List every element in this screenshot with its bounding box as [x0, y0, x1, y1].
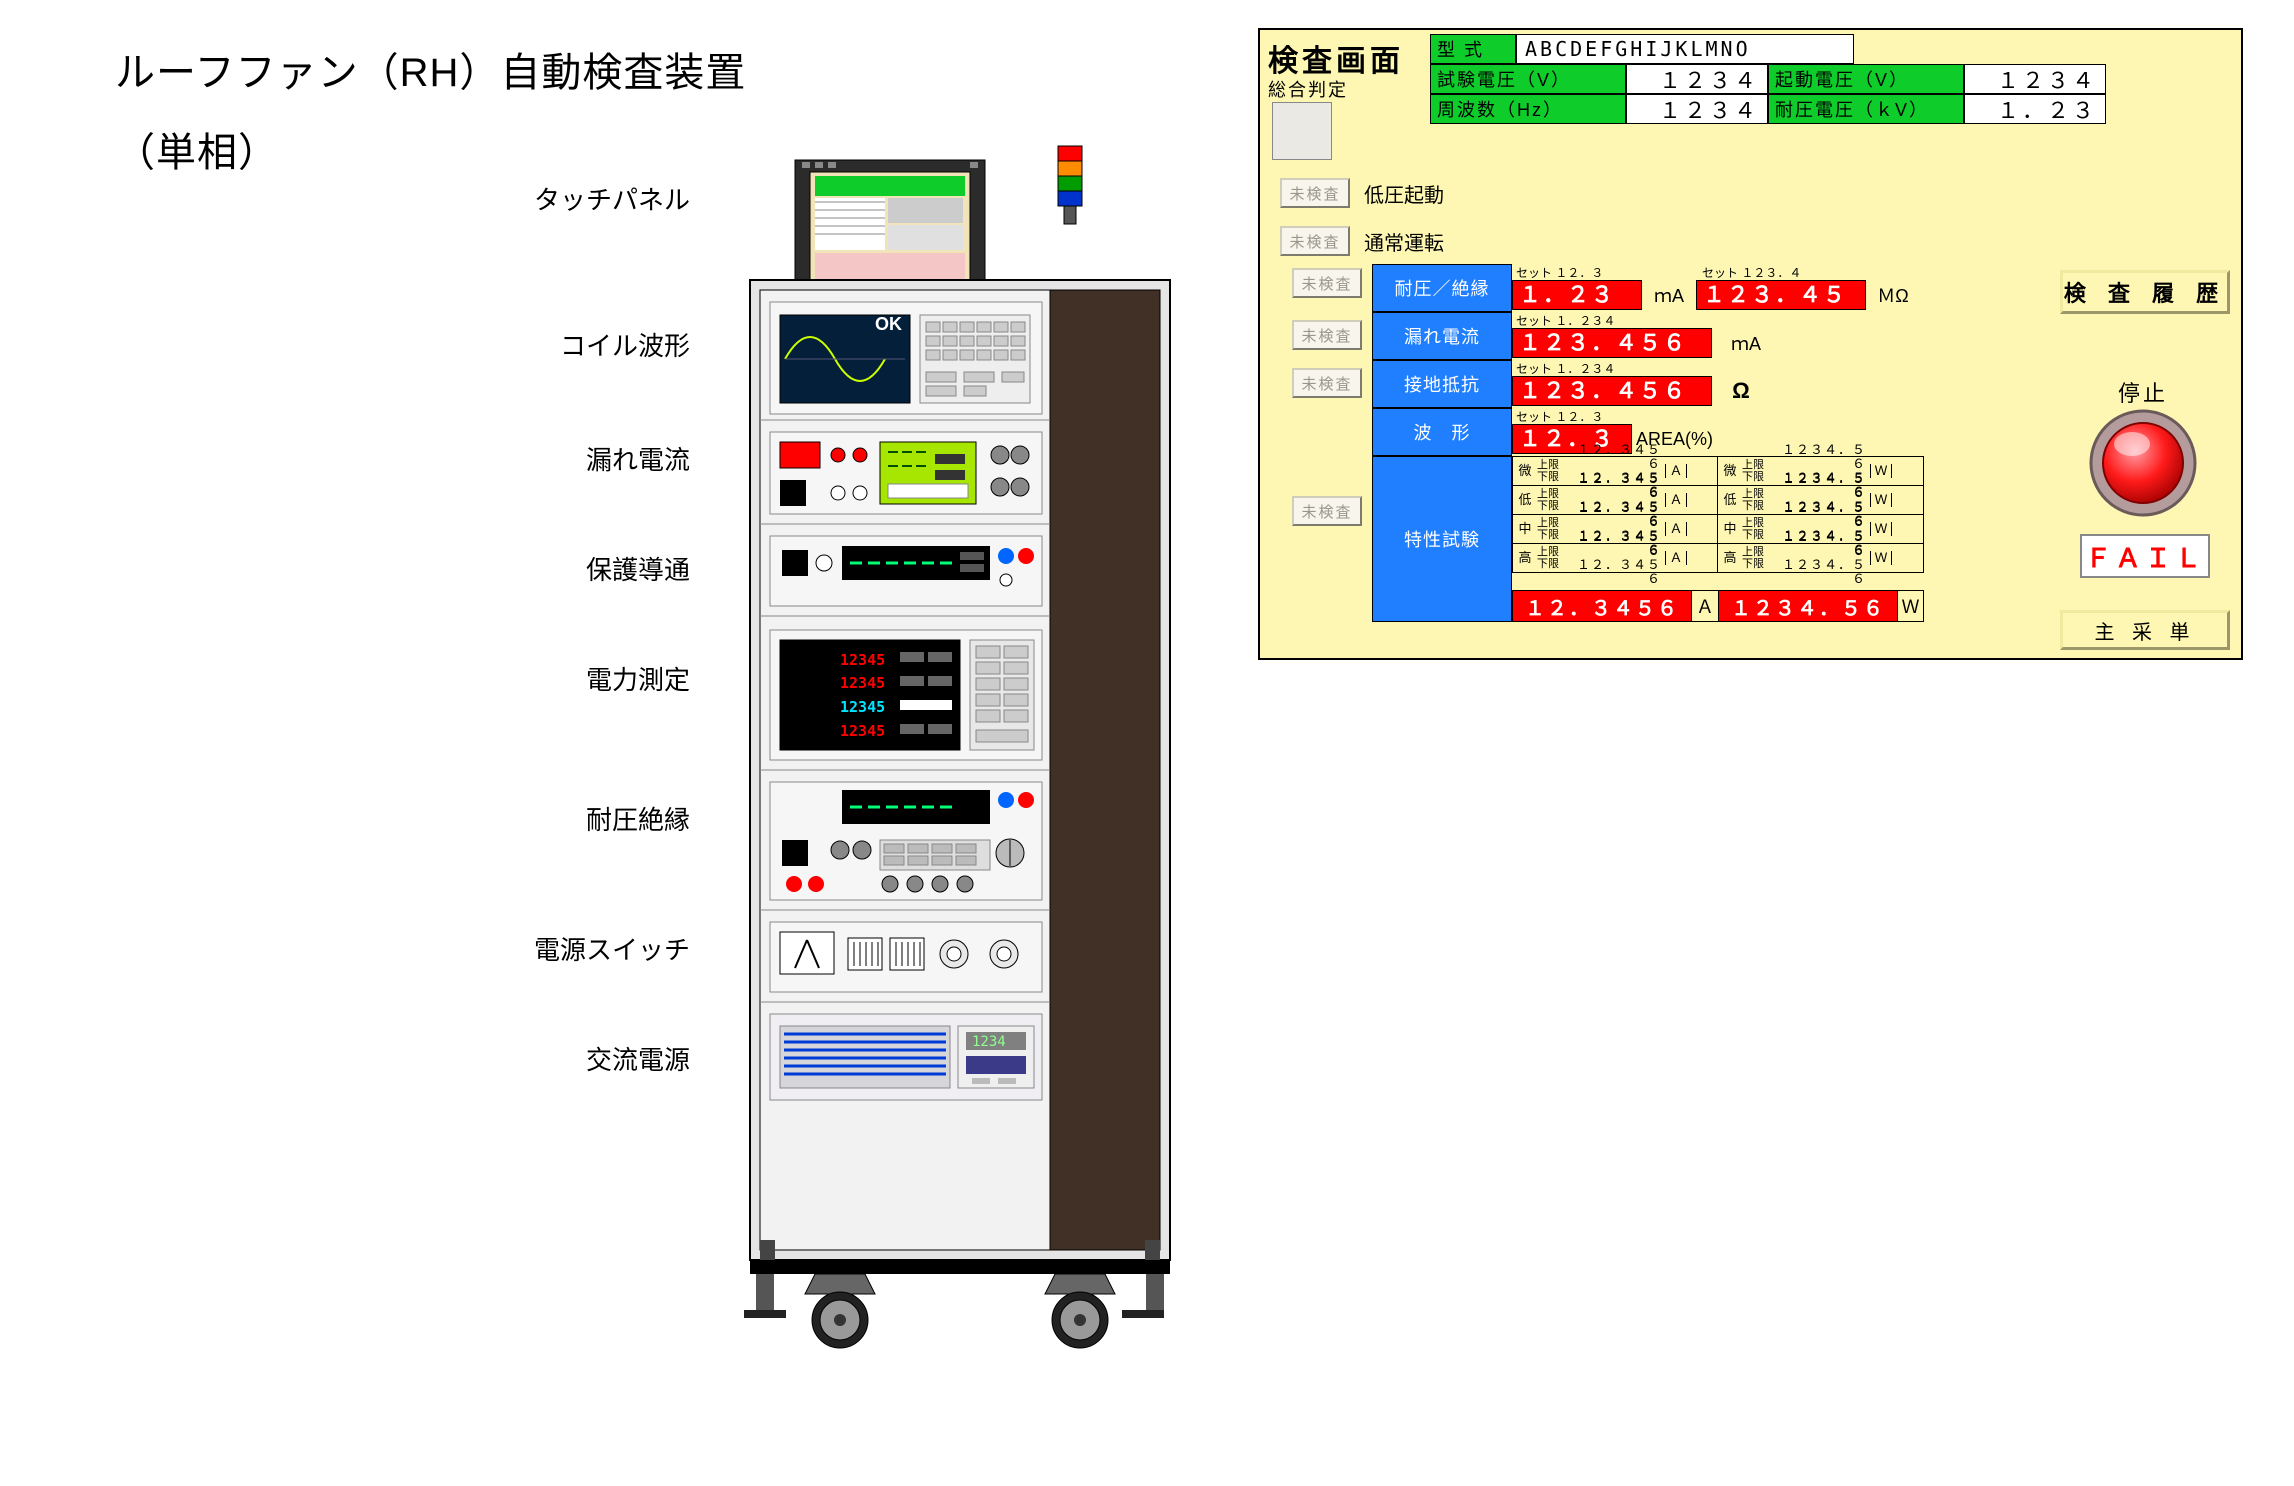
- value-leak-current: １２３．４５６: [1512, 328, 1712, 358]
- section-low-start: 低圧起動: [1364, 178, 1444, 208]
- summary-A-unit: Ａ: [1692, 590, 1718, 622]
- untested-button[interactable]: 未検査: [1280, 226, 1350, 256]
- untested-button[interactable]: 未検査: [1292, 496, 1362, 526]
- svg-text:1234: 1234: [972, 1034, 1006, 1050]
- page-title-line1: ルーフファン（RH）自動検査装置: [115, 40, 746, 98]
- judge-label: 総合判定: [1268, 76, 1348, 102]
- rack-label-coil-wave: コイル波形: [430, 326, 690, 363]
- inspection-history-button[interactable]: 検 査 履 歴: [2060, 270, 2230, 314]
- unit-ma: ｍA: [1644, 280, 1694, 310]
- inspection-title: 検査画面: [1268, 36, 1404, 80]
- untested-button[interactable]: 未検査: [1292, 268, 1362, 298]
- rack-label-withstand: 耐圧絶縁: [430, 800, 690, 837]
- stop-button[interactable]: [2086, 406, 2200, 520]
- char-table-A: 微 上限下限 １２．３４５６１２．３４５６ Ａ 低 上限下限 １２．３４５６１２…: [1512, 456, 1718, 573]
- summary-A-value: １２．３４５６: [1512, 590, 1692, 622]
- unit-ma: ｍA: [1716, 328, 1776, 358]
- value-insulation-res: １２３．４５: [1696, 280, 1866, 310]
- value-withstand-current: １．２３: [1512, 280, 1642, 310]
- test-label-ground-resistance: 接地抵抗: [1372, 360, 1512, 408]
- page-title-line2: （単相）: [115, 120, 279, 178]
- svg-text:12345: 12345: [840, 722, 885, 740]
- test-rack-diagram: OK: [720, 140, 1200, 1400]
- test-label-leak-current: 漏れ電流: [1372, 312, 1512, 360]
- rack-label-leak-current: 漏れ電流: [430, 440, 690, 477]
- label-start-voltage: 起動電圧（V）: [1768, 64, 1964, 94]
- unit-ohm: Ω: [1716, 376, 1766, 406]
- untested-button[interactable]: 未検査: [1292, 368, 1362, 398]
- inspection-screen: 検査画面 型 式 ABCDEFGHIJKLMNO 試験電圧（V） １２３４ 起動…: [1258, 28, 2243, 660]
- stop-label: 停止: [2098, 376, 2188, 408]
- fail-indicator: ＦＡＩＬ: [2080, 534, 2210, 578]
- value-frequency: １２３４: [1626, 94, 1768, 124]
- summary-W-unit: Ｗ: [1898, 590, 1924, 622]
- section-normal-operation: 通常運転: [1364, 226, 1444, 256]
- value-ground-resistance: １２３．４５６: [1512, 376, 1712, 406]
- svg-text:OK: OK: [875, 314, 902, 334]
- svg-text:12345: 12345: [840, 698, 885, 716]
- value-withstand-voltage: １．２３: [1964, 94, 2106, 124]
- value-start-voltage: １２３４: [1964, 64, 2106, 94]
- svg-text:12345: 12345: [840, 651, 885, 669]
- char-table-W: 微 上限下限 １２３４．５６１２３４．５６ Ｗ 低 上限下限 １２３４．５６１２…: [1718, 456, 1924, 573]
- rack-label-power-switch: 電源スイッチ: [430, 930, 690, 967]
- test-label-characteristic: 特性試験: [1372, 456, 1512, 622]
- label-test-voltage: 試験電圧（V）: [1430, 64, 1626, 94]
- label-model: 型 式: [1430, 34, 1516, 64]
- rack-label-ac-power: 交流電源: [430, 1040, 690, 1077]
- label-withstand-voltage: 耐圧電圧（ｋV）: [1768, 94, 1964, 124]
- value-model: ABCDEFGHIJKLMNO: [1516, 34, 1854, 64]
- test-label-waveform: 波 形: [1372, 408, 1512, 456]
- test-label-withstand-insulation: 耐圧／絶縁: [1372, 264, 1512, 312]
- rack-label-protect: 保護導通: [430, 550, 690, 587]
- rack-label-power-meas: 電力測定: [430, 660, 690, 697]
- main-menu-button[interactable]: 主 采 単: [2060, 610, 2230, 650]
- unit-mohm: ＭΩ: [1868, 280, 1918, 310]
- label-frequency: 周波数（Hz）: [1430, 94, 1626, 124]
- summary-W-value: １２３４．５６: [1718, 590, 1898, 622]
- judge-box: [1272, 102, 1332, 160]
- svg-text:12345: 12345: [840, 674, 885, 692]
- untested-button[interactable]: 未検査: [1292, 320, 1362, 350]
- value-test-voltage: １２３４: [1626, 64, 1768, 94]
- rack-label-touch-panel: タッチパネル: [430, 180, 690, 217]
- untested-button[interactable]: 未検査: [1280, 178, 1350, 208]
